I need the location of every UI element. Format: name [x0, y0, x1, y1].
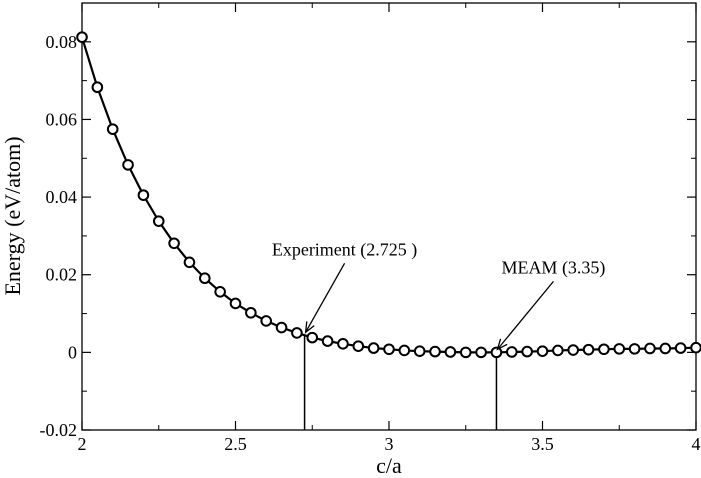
plot-frame — [81, 2, 697, 431]
data-point — [613, 343, 626, 355]
data-point — [490, 346, 503, 359]
x-tick-label: 2.5 — [224, 434, 247, 454]
data-point — [444, 346, 457, 358]
data-point — [337, 338, 349, 350]
tick-labels: 2 2.5 3 3.5 4 -0.02 0 0.02 0.04 0.06 0.08 — [40, 32, 701, 454]
data-point — [552, 344, 564, 357]
data-point — [536, 345, 549, 357]
y-tick-label: 0.06 — [46, 109, 78, 129]
data-point — [567, 344, 580, 356]
data-point — [674, 342, 687, 354]
y-tick-label: 0.02 — [46, 265, 78, 285]
data-point — [582, 343, 595, 356]
x-tick-label: 2 — [78, 434, 87, 454]
y-axis-title: Energy (eV/atom) — [0, 136, 25, 295]
data-point — [429, 345, 441, 358]
data-point — [137, 189, 150, 201]
annotation-arrowhead — [304, 321, 315, 334]
y-tick-label: 0.08 — [46, 32, 78, 52]
data-point — [291, 327, 303, 339]
reference-lines — [303, 335, 498, 430]
data-point — [644, 342, 656, 355]
annotation-label: Experiment (2.725 ) — [272, 239, 417, 260]
y-tick-label: -0.02 — [40, 420, 78, 440]
data-point — [690, 341, 701, 354]
data-point — [76, 31, 88, 43]
data-point — [598, 343, 610, 356]
annotation-arrowhead — [496, 338, 508, 351]
data-point — [152, 215, 165, 227]
data-point — [659, 342, 672, 355]
x-tick-label: 3 — [385, 434, 394, 454]
data-point — [521, 345, 533, 358]
data-point — [229, 297, 242, 310]
data-point — [168, 237, 180, 250]
annotations: Experiment (2.725 ) MEAM (3.35) — [272, 239, 605, 351]
annotation-arrow — [496, 280, 554, 350]
x-axis-title: c/a — [376, 453, 402, 478]
data-point — [214, 286, 226, 298]
data-point — [183, 256, 196, 269]
data-point — [199, 272, 211, 285]
data-point — [459, 346, 472, 359]
axis-ticks — [81, 2, 697, 431]
y-tick-label: 0 — [68, 342, 77, 362]
annotation-arrow — [305, 262, 346, 333]
data-point — [245, 306, 257, 319]
data-point — [475, 346, 487, 359]
data-point — [383, 343, 395, 356]
data-point — [260, 315, 273, 327]
data-point — [352, 340, 365, 352]
data-points — [76, 31, 701, 359]
data-point — [91, 81, 104, 94]
data-point — [306, 331, 319, 344]
data-point — [413, 345, 426, 357]
data-point — [321, 335, 334, 347]
data-point — [628, 343, 641, 355]
annotation-label: MEAM (3.35) — [501, 257, 605, 278]
data-point — [106, 123, 119, 135]
data-point — [275, 321, 288, 334]
x-tick-label: 4 — [692, 434, 701, 454]
data-point — [398, 344, 411, 357]
data-point — [122, 159, 134, 171]
series-line — [80, 36, 697, 354]
data-point — [367, 342, 380, 354]
y-tick-label: 0.04 — [46, 187, 78, 207]
x-tick-label: 3.5 — [531, 434, 554, 454]
data-point — [506, 346, 518, 358]
